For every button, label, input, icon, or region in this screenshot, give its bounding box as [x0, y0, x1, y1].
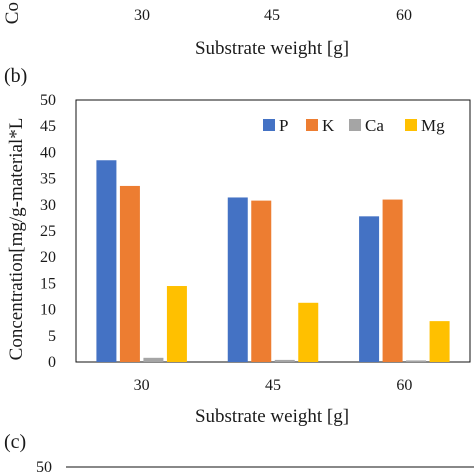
legend-swatch-mg	[405, 119, 417, 131]
legend-label-k: K	[322, 116, 335, 135]
legend-swatch-ca	[349, 119, 361, 131]
x-axis-title: Substrate weight [g]	[195, 406, 349, 427]
y-tick-15: 15	[40, 275, 56, 292]
y-tick-0: 0	[48, 354, 56, 371]
y-tick-35: 35	[40, 171, 56, 188]
legend-swatch-k	[306, 119, 318, 131]
top-x-tick-30: 30	[134, 7, 150, 24]
bar-mg-60	[429, 321, 450, 362]
top-x-tick-45: 45	[264, 7, 280, 24]
top-ylabel-fragment: Co	[2, 2, 23, 24]
panel-c-label: (c)	[4, 431, 26, 453]
legend-label-p: P	[279, 116, 288, 135]
bar-ca-45	[274, 359, 295, 362]
plot-area-frame	[75, 99, 471, 363]
bar-k-60	[382, 199, 403, 362]
legend: P K Ca Mg	[263, 116, 445, 135]
bar-ca-30	[143, 357, 164, 362]
x-tick-labels: 30 45 60	[134, 377, 413, 394]
y-tick-40: 40	[40, 144, 56, 161]
bar-p-45	[227, 197, 248, 362]
y-axis-title: Concentration[mg/g-material*L	[6, 118, 27, 361]
y-tick-45: 45	[40, 118, 56, 135]
panel-c-first-tick: 50	[36, 459, 52, 474]
top-x-tick-60: 60	[396, 7, 412, 24]
y-tick-20: 20	[40, 249, 56, 266]
y-tick-10: 10	[40, 302, 56, 319]
x-tick-60: 60	[396, 377, 412, 394]
top-x-axis-title: Substrate weight [g]	[195, 38, 349, 59]
bar-p-60	[359, 216, 380, 362]
legend-label-ca: Ca	[365, 116, 384, 135]
x-tick-45: 45	[265, 377, 281, 394]
y-tick-5: 5	[48, 328, 56, 345]
top-partial-panel: Co 30 45 60 Substrate weight [g]	[2, 2, 412, 59]
legend-label-mg: Mg	[421, 116, 445, 135]
x-tick-30: 30	[134, 377, 150, 394]
bar-p-30	[96, 160, 117, 362]
legend-swatch-p	[263, 119, 275, 131]
y-tick-labels: 0 5 10 15 20 25 30 35 40 45 50	[40, 92, 56, 371]
bar-mg-30	[166, 286, 187, 362]
y-tick-25: 25	[40, 223, 56, 240]
y-tick-30: 30	[40, 197, 56, 214]
bar-k-45	[251, 200, 272, 362]
bar-k-30	[119, 185, 140, 362]
bar-ca-60	[406, 360, 427, 362]
y-tick-50: 50	[40, 92, 56, 109]
bars-layer	[96, 160, 450, 362]
panel-b-label: (b)	[4, 65, 27, 87]
bar-mg-45	[298, 302, 319, 362]
